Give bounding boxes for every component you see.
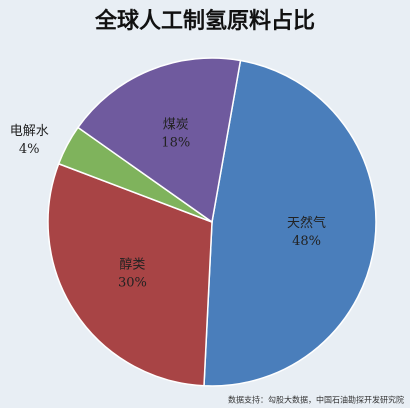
slice-label: 醇类 <box>119 257 145 273</box>
slice-label: 煤炭 <box>163 118 189 133</box>
slice-value-label: 48% <box>292 234 321 249</box>
source-note: 数据支持：勾股大数据，中国石油勘探开发研究院 <box>228 395 404 405</box>
chart-title: 全球人工制氢原料占比 <box>94 8 315 34</box>
pie-slice <box>76 57 242 224</box>
pie-slice <box>203 59 377 387</box>
slice-value-label: 30% <box>118 276 147 291</box>
slice-value-label: 18% <box>161 136 190 151</box>
slice-label: 电解水 <box>10 124 49 139</box>
slice-value-label: 4% <box>19 142 40 157</box>
slice-label: 天然气 <box>287 215 326 231</box>
pie-slice <box>47 162 213 387</box>
